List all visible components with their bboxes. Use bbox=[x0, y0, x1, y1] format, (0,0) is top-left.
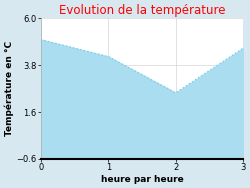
Title: Evolution de la température: Evolution de la température bbox=[59, 4, 225, 17]
X-axis label: heure par heure: heure par heure bbox=[101, 175, 184, 184]
Y-axis label: Température en °C: Température en °C bbox=[4, 41, 14, 136]
